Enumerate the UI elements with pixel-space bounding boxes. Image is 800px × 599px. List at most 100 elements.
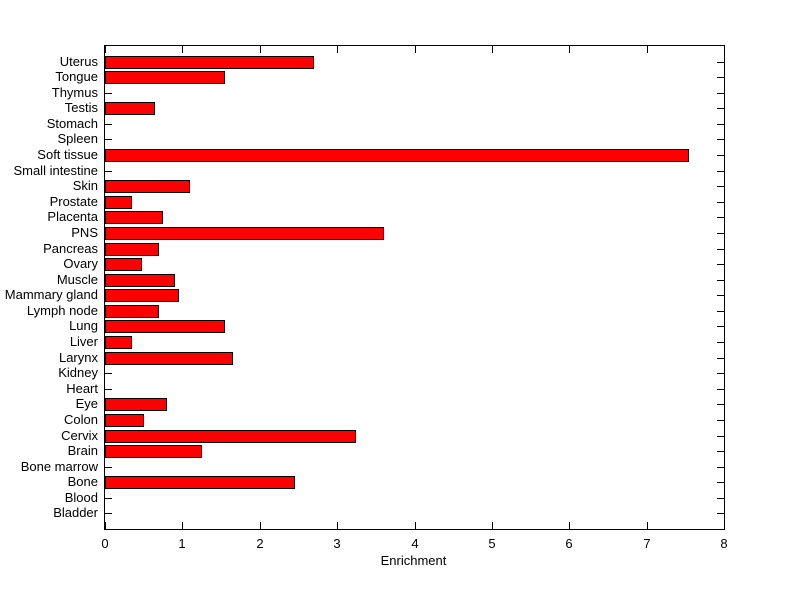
x-tick-label-7: 7 [643, 536, 651, 551]
y-tick-right-spleen [717, 139, 724, 140]
y-tick-right-lung [717, 326, 724, 327]
y-tick-label-muscle: Muscle [56, 272, 98, 287]
x-tick-bottom-7 [647, 522, 648, 529]
x-tick-top-0 [105, 46, 106, 53]
x-tick-bottom-3 [337, 522, 338, 529]
y-tick-right-eye [717, 404, 724, 405]
y-tick-label-blood: Blood [64, 490, 98, 505]
bar-prostate [105, 196, 132, 209]
x-tick-label-3: 3 [333, 536, 341, 551]
x-tick-bottom-0 [105, 522, 106, 529]
y-tick-label-colon: Colon [64, 412, 98, 427]
bar-testis [105, 102, 155, 115]
x-tick-top-1 [182, 46, 183, 53]
y-tick-right-bone [717, 482, 724, 483]
bar-brain [105, 445, 202, 458]
y-tick-right-mammary-gland [717, 295, 724, 296]
y-tick-right-uterus [717, 62, 724, 63]
x-tick-bottom-8 [724, 522, 725, 529]
x-tick-label-4: 4 [411, 536, 419, 551]
bar-pancreas [105, 243, 159, 256]
y-tick-label-soft-tissue: Soft tissue [37, 147, 98, 162]
y-tick-label-bladder: Bladder [53, 505, 98, 520]
y-tick-right-liver [717, 342, 724, 343]
y-tick-right-thymus [717, 93, 724, 94]
y-tick-left-thymus [105, 93, 112, 94]
y-tick-label-tongue: Tongue [55, 69, 98, 84]
bar-mammary-gland [105, 289, 179, 302]
bar-pns [105, 227, 384, 240]
y-tick-right-blood [717, 498, 724, 499]
y-tick-right-kidney [717, 373, 724, 374]
y-tick-label-cervix: Cervix [61, 428, 98, 443]
x-tick-label-1: 1 [178, 536, 186, 551]
x-tick-top-2 [260, 46, 261, 53]
bar-cervix [105, 430, 356, 443]
x-tick-top-3 [337, 46, 338, 53]
x-tick-bottom-2 [260, 522, 261, 529]
y-tick-label-uterus: Uterus [59, 54, 98, 69]
y-tick-label-eye: Eye [75, 396, 98, 411]
y-tick-right-stomach [717, 124, 724, 125]
y-tick-label-kidney: Kidney [58, 365, 98, 380]
x-tick-top-5 [492, 46, 493, 53]
y-tick-right-bladder [717, 513, 724, 514]
y-tick-right-heart [717, 389, 724, 390]
x-tick-bottom-6 [569, 522, 570, 529]
y-tick-label-heart: Heart [66, 381, 98, 396]
y-tick-label-mammary-gland: Mammary gland [4, 287, 98, 302]
x-axis-label: Enrichment [380, 553, 447, 568]
y-tick-label-thymus: Thymus [51, 85, 98, 100]
y-tick-label-ovary: Ovary [63, 256, 98, 271]
y-tick-right-skin [717, 186, 724, 187]
y-tick-right-tongue [717, 77, 724, 78]
y-tick-left-bone-marrow [105, 467, 112, 468]
x-tick-label-2: 2 [256, 536, 264, 551]
y-tick-left-small-intestine [105, 171, 112, 172]
bar-muscle [105, 274, 175, 287]
y-tick-label-stomach: Stomach [46, 116, 98, 131]
y-tick-label-skin: Skin [72, 178, 98, 193]
y-tick-label-lymph-node: Lymph node [26, 303, 98, 318]
y-tick-label-prostate: Prostate [49, 194, 98, 209]
y-tick-right-colon [717, 420, 724, 421]
y-tick-label-testis: Testis [64, 100, 98, 115]
y-tick-label-brain: Brain [67, 443, 98, 458]
x-tick-label-6: 6 [565, 536, 573, 551]
x-tick-label-5: 5 [488, 536, 496, 551]
y-tick-right-pns [717, 233, 724, 234]
y-tick-label-placenta: Placenta [47, 209, 98, 224]
plot-area [104, 45, 725, 530]
bar-soft-tissue [105, 149, 689, 162]
x-tick-label-0: 0 [101, 536, 109, 551]
y-tick-left-heart [105, 389, 112, 390]
y-tick-label-lung: Lung [69, 318, 98, 333]
y-tick-left-blood [105, 498, 112, 499]
y-tick-label-pns: PNS [71, 225, 98, 240]
y-tick-label-bone-marrow: Bone marrow [20, 459, 98, 474]
y-tick-label-bone: Bone [67, 474, 98, 489]
y-tick-right-cervix [717, 436, 724, 437]
y-tick-left-stomach [105, 124, 112, 125]
y-tick-right-soft-tissue [717, 155, 724, 156]
y-tick-right-lymph-node [717, 311, 724, 312]
x-tick-top-8 [724, 46, 725, 53]
y-tick-label-liver: Liver [69, 334, 98, 349]
bar-skin [105, 180, 190, 193]
bar-larynx [105, 352, 233, 365]
y-tick-label-pancreas: Pancreas [43, 241, 98, 256]
y-tick-left-spleen [105, 139, 112, 140]
y-tick-left-kidney [105, 373, 112, 374]
y-tick-right-bone-marrow [717, 467, 724, 468]
x-tick-top-6 [569, 46, 570, 53]
y-tick-label-small-intestine: Small intestine [13, 163, 98, 178]
bar-colon [105, 414, 144, 427]
x-tick-label-8: 8 [720, 536, 728, 551]
y-tick-left-bladder [105, 513, 112, 514]
x-tick-bottom-1 [182, 522, 183, 529]
y-tick-label-larynx: Larynx [58, 350, 98, 365]
bar-eye [105, 398, 167, 411]
y-tick-label-spleen: Spleen [57, 131, 98, 146]
y-tick-right-larynx [717, 358, 724, 359]
